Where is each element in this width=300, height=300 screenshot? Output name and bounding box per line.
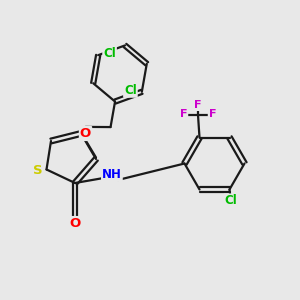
Text: F: F [209,110,216,119]
Text: F: F [194,100,202,110]
Text: Cl: Cl [103,47,116,60]
Text: Cl: Cl [124,84,137,97]
Text: NH: NH [102,167,122,181]
Text: O: O [80,127,91,140]
Text: Cl: Cl [225,194,237,207]
Text: O: O [69,217,81,230]
Text: S: S [33,164,43,178]
Text: F: F [180,110,188,119]
